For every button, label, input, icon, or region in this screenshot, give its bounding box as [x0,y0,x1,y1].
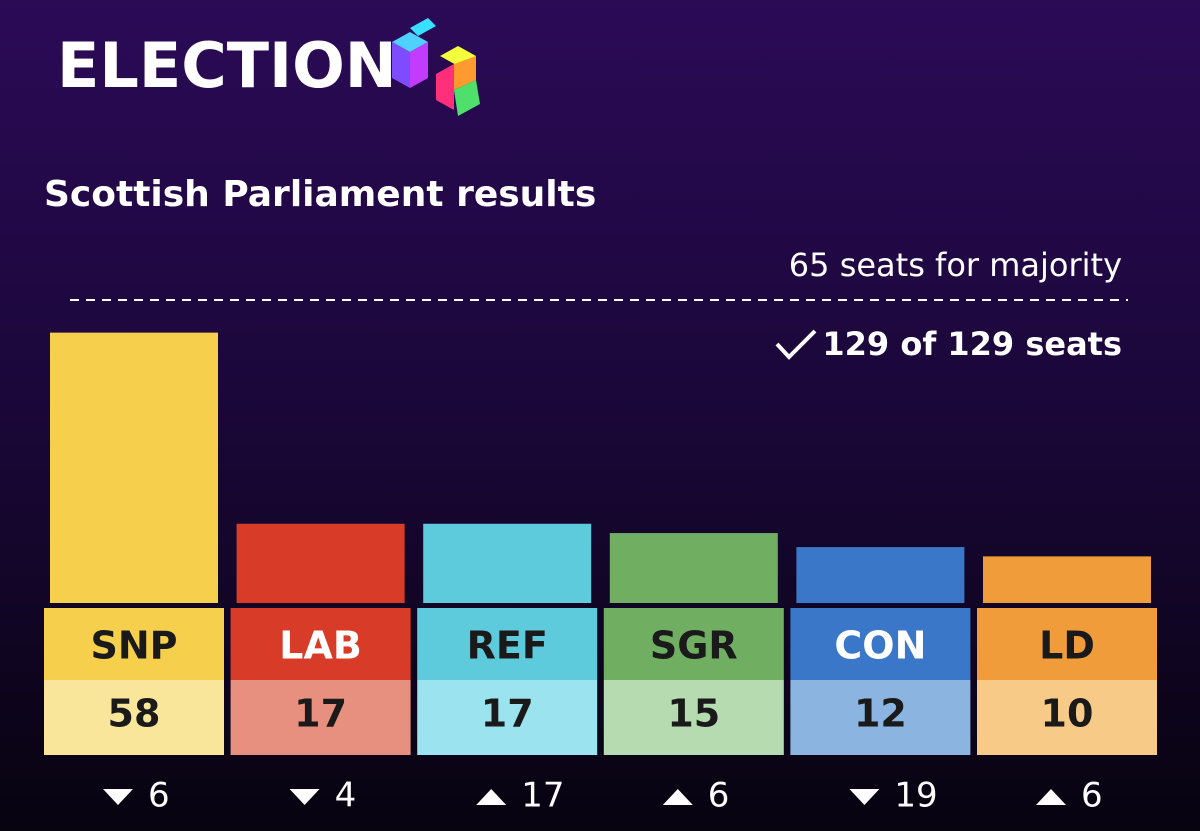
logo [392,18,480,116]
arrow-down [289,789,320,805]
value-box [977,680,1157,755]
party-label: SNP [90,624,177,668]
party-label: SGR [650,624,738,668]
bar [423,523,592,603]
seat-change: 6 [148,776,170,816]
seat-value: 58 [108,692,161,736]
label-box [417,608,598,680]
arrow-up [662,789,693,805]
label-box [790,608,971,680]
party-label: LAB [279,624,362,668]
header-title: ELECTION [57,29,397,102]
seat-change: 6 [1081,776,1103,816]
seat-value: 17 [294,692,347,736]
label-box [44,608,224,680]
bar [50,332,218,603]
seat-change: 6 [708,776,730,816]
check-icon [775,329,817,360]
label-box [230,608,411,680]
bar [983,556,1151,603]
seat-change: 4 [335,776,357,816]
value-box [790,680,971,755]
value-box [417,680,598,755]
seat-value: 10 [1041,692,1094,736]
value-box [44,680,224,755]
arrow-down [849,789,880,805]
value-box [230,680,411,755]
chart-title: Scottish Parliament results [44,174,596,215]
seat-change: 17 [521,776,564,816]
party-label: CON [834,624,926,668]
value-box [603,680,784,755]
bar [609,533,778,603]
seat-value: 15 [667,692,720,736]
seat-change: 19 [894,776,937,816]
majority-label: 65 seats for majority [789,246,1122,284]
arrow-down [103,789,133,805]
arrow-up [1036,789,1066,805]
label-box [603,608,784,680]
label-box [977,608,1157,680]
party-label: REF [467,624,548,668]
arrow-up [476,789,507,805]
seats-declared: 129 of 129 seats [822,325,1122,363]
seat-value: 17 [481,692,534,736]
party-label: LD [1039,624,1095,668]
bar [796,547,965,603]
bar [236,523,405,603]
seat-value: 12 [854,692,907,736]
